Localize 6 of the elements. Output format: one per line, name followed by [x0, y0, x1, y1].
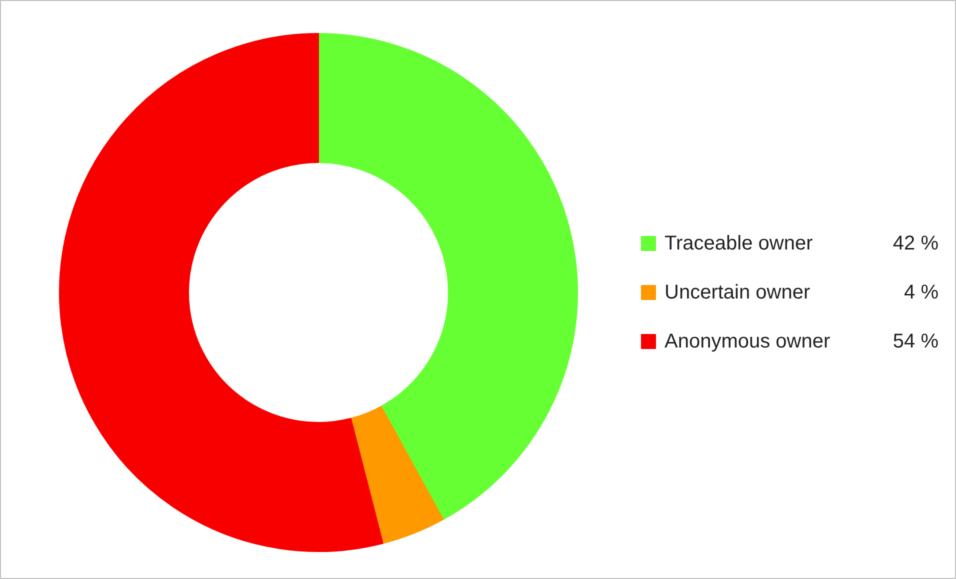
legend-label: Anonymous owner: [664, 330, 830, 352]
legend-label: Traceable owner: [664, 232, 814, 254]
data-label: 4 %: [904, 282, 939, 304]
data-label: 54 %: [892, 330, 939, 352]
data-label: 42 %: [892, 232, 939, 254]
legend-label: Uncertain owner: [664, 282, 810, 304]
